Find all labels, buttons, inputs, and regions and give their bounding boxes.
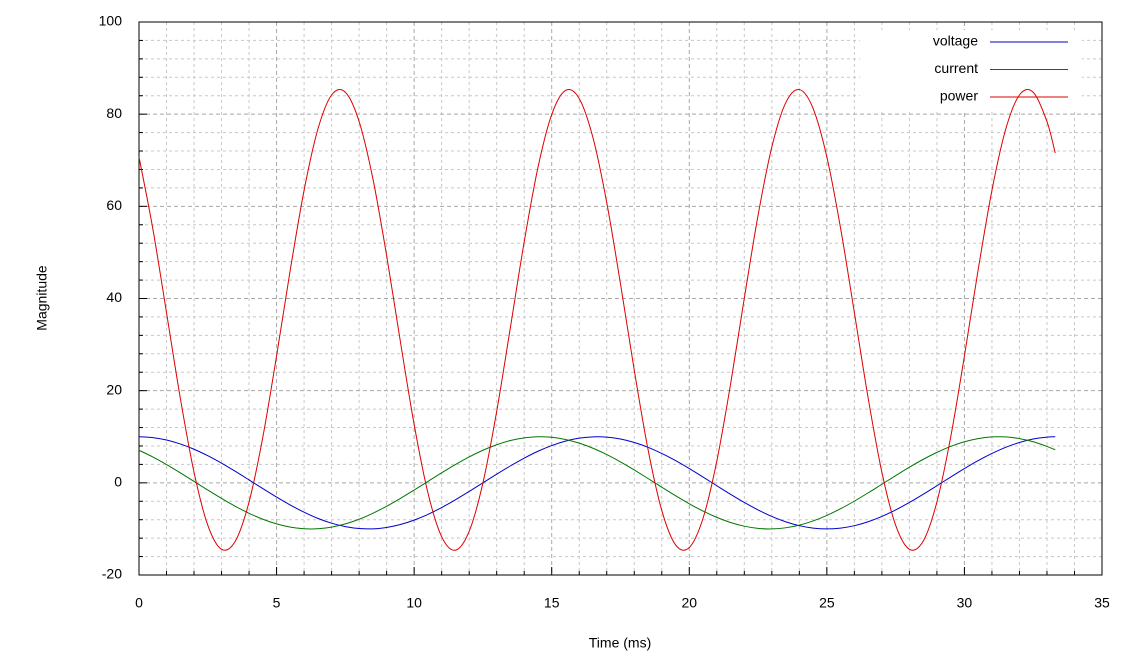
x-tick-label: 35 <box>1094 595 1110 611</box>
y-tick-label: 80 <box>106 105 122 121</box>
y-tick-label: 60 <box>106 197 122 213</box>
legend-label: voltage <box>933 33 978 49</box>
y-axis-title: Magnitude <box>34 265 50 331</box>
x-tick-label: 10 <box>406 595 422 611</box>
x-tick-label: 0 <box>135 595 143 611</box>
y-tick-label: 40 <box>106 289 122 305</box>
y-tick-label: -20 <box>102 566 122 582</box>
legend-label: current <box>934 60 978 76</box>
x-tick-label: 30 <box>957 595 973 611</box>
y-tick-label: 0 <box>114 474 122 490</box>
x-tick-label: 25 <box>819 595 835 611</box>
y-tick-label: 100 <box>99 13 123 29</box>
legend-label: power <box>940 88 978 104</box>
x-tick-label: 5 <box>273 595 281 611</box>
series-line <box>138 88 1056 551</box>
x-tick-label: 20 <box>681 595 697 611</box>
x-tick-label: 15 <box>544 595 560 611</box>
series-line <box>138 436 1056 530</box>
y-tick-label: 20 <box>106 381 122 397</box>
legend-box <box>860 30 1082 112</box>
series-line <box>138 436 1056 530</box>
x-axis-title: Time (ms) <box>589 635 651 651</box>
plot-frame <box>138 21 1103 576</box>
